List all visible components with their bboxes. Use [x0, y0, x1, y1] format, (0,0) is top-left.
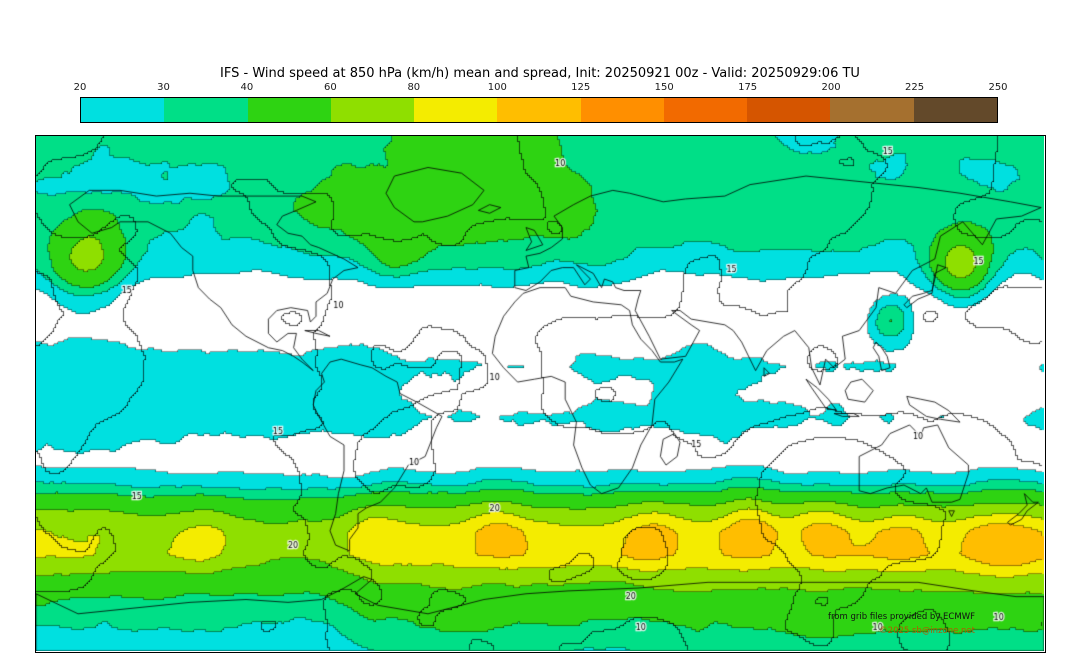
colorbar-segment	[580, 98, 664, 122]
colorbar-tick-label: 200	[821, 82, 841, 93]
colorbar-tick-label: 150	[654, 82, 674, 93]
colorbar-tick-label: 100	[487, 82, 507, 93]
colorbar-tick-label: 175	[738, 82, 758, 93]
colorbar-tick-label: 250	[988, 82, 1008, 93]
credit-source: from grib files provided by ECMWF	[828, 612, 975, 622]
colorbar: 20 30 40 60 80 100 125 150 175 200 225 250	[74, 82, 1008, 123]
colorbar-segment	[913, 98, 997, 122]
credit-copyright: ©2025 sb@inzone.net	[879, 626, 975, 636]
colorbar-segment	[164, 98, 248, 122]
colorbar-segments	[80, 97, 998, 123]
colorbar-segment	[330, 98, 415, 122]
colorbar-segment	[747, 98, 831, 122]
colorbar-segment	[830, 98, 914, 122]
colorbar-tick-label: 40	[240, 82, 254, 93]
colorbar-segment	[247, 98, 331, 122]
colorbar-tick-label: 125	[571, 82, 591, 93]
colorbar-tick-label: 60	[323, 82, 337, 93]
chart-title: IFS - Wind speed at 850 hPa (km/h) mean …	[220, 66, 860, 81]
colorbar-tick-label: 225	[904, 82, 925, 93]
wind-speed-map	[36, 136, 1044, 651]
colorbar-tick-label: 30	[157, 82, 170, 93]
colorbar-segment	[497, 98, 581, 122]
colorbar-tick-label: 20	[73, 82, 87, 93]
colorbar-segment	[663, 98, 748, 122]
colorbar-tick-label: 80	[407, 82, 421, 93]
map-frame: from grib files provided by ECMWF ©2025 …	[35, 135, 1046, 653]
colorbar-segment	[414, 98, 498, 122]
colorbar-segment	[81, 98, 165, 122]
colorbar-ticks: 20 30 40 60 80 100 125 150 175 200 225 250	[74, 82, 1008, 97]
